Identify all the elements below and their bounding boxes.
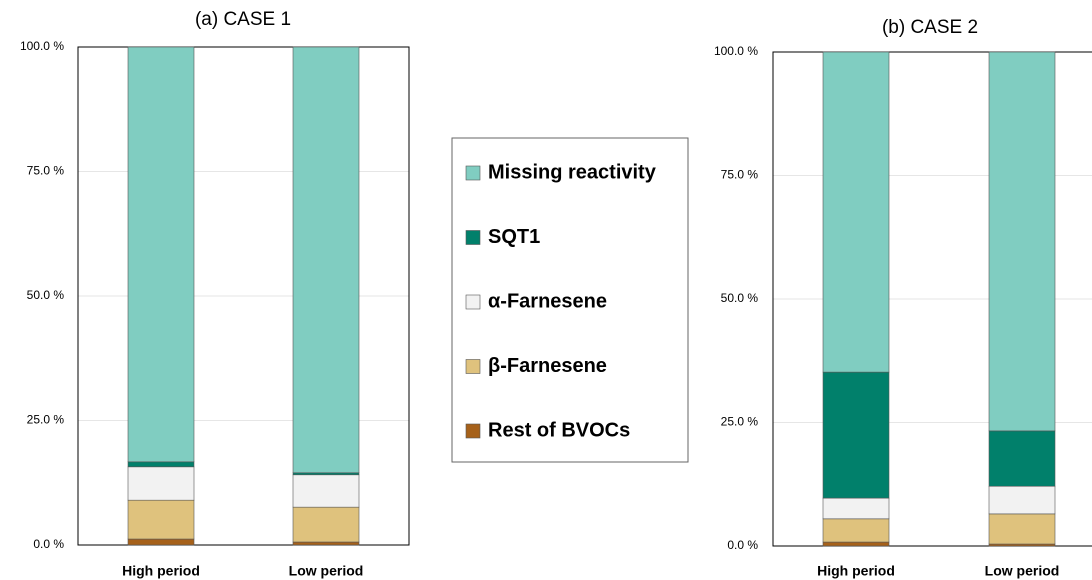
bar-segment — [127, 499, 195, 540]
bar-segment — [822, 51, 890, 373]
y-tick-label: 50.0 % — [27, 288, 65, 302]
bar-segment — [127, 538, 195, 546]
bar-segment — [822, 497, 890, 520]
legend-label: Missing reactivity — [488, 161, 657, 183]
bar-segment — [822, 518, 890, 543]
legend-swatch — [465, 423, 481, 439]
legend-swatch — [465, 359, 481, 374]
y-tick-label: 25.0 % — [27, 413, 65, 427]
y-tick-label: 75.0 % — [27, 164, 65, 178]
bar-segment — [988, 51, 1056, 432]
legend-label: β-Farnesene — [488, 355, 607, 377]
plot-frame — [772, 51, 1092, 547]
chart-title: (a) CASE 1 — [195, 9, 291, 30]
legend-label: α-Farnesene — [488, 290, 607, 312]
y-tick-label: 50.0 % — [721, 291, 759, 305]
bar-segment — [988, 513, 1056, 545]
x-tick-label: High period — [122, 563, 200, 579]
y-tick-label: 100.0 % — [714, 44, 758, 58]
bar-segment — [292, 541, 360, 546]
x-tick-label: Low period — [289, 563, 364, 579]
bar-segment — [292, 506, 360, 543]
bar-segment — [988, 430, 1056, 487]
legend-swatch — [465, 294, 481, 310]
legend-swatch — [465, 165, 481, 181]
bar-segment — [127, 461, 195, 468]
plot-frame — [77, 46, 410, 546]
x-tick-label: High period — [817, 563, 895, 579]
bar-segment — [822, 371, 890, 499]
bar-segment — [822, 541, 890, 547]
legend-box — [451, 137, 689, 463]
y-tick-label: 75.0 % — [721, 168, 759, 182]
bar-segment — [292, 474, 360, 508]
y-tick-label: 100.0 % — [20, 39, 64, 53]
y-tick-label: 0.0 % — [33, 537, 64, 551]
bar-segment — [292, 46, 360, 474]
legend-label: Rest of BVOCs — [488, 419, 630, 441]
bar-segment — [988, 485, 1056, 515]
chart-title: (b) CASE 2 — [882, 17, 978, 38]
legend-label: SQT1 — [488, 226, 540, 248]
legend-swatch — [465, 230, 481, 245]
y-tick-label: 25.0 % — [721, 415, 759, 429]
x-tick-label: Low period — [985, 563, 1060, 579]
bar-segment — [127, 46, 195, 463]
y-tick-label: 0.0 % — [727, 538, 758, 552]
bar-segment — [127, 466, 195, 501]
